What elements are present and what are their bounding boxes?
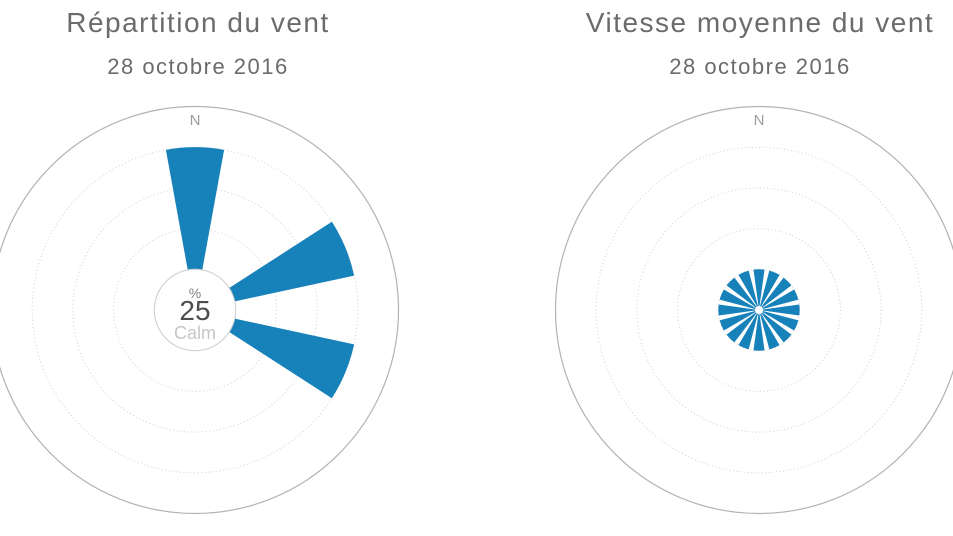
- wind-sector-ESE: [762, 311, 799, 331]
- wind-sector-SSW: [738, 313, 758, 350]
- calm-center-circle: [153, 268, 237, 352]
- wind-sector-NNE: [760, 270, 780, 307]
- grid-ring-2: [677, 228, 841, 392]
- calm-percent-value: 25: [179, 295, 211, 326]
- wind-sector-NE: [761, 277, 792, 308]
- wind-speed-chart-subtitle: 28 octobre 2016: [669, 54, 851, 79]
- wind-sector-ENE: [762, 289, 799, 309]
- wind-direction-chart-title: Répartition du vent: [66, 7, 330, 38]
- outer-axis-ring: [554, 105, 953, 515]
- compass-north-label: N: [753, 112, 765, 129]
- wind-sector-ESE: [195, 310, 355, 399]
- grid-ring-1: [717, 268, 801, 352]
- calm-caption: Calm: [173, 323, 216, 343]
- grid-ring-3: [636, 187, 882, 433]
- wind-sector-W: [718, 304, 756, 316]
- wind-sector-WNW: [719, 289, 756, 309]
- wind-speed-chart-title: Vitesse moyenne du vent: [585, 7, 935, 38]
- wind-sector-SSE: [760, 313, 780, 350]
- wind-speed-rose-plot: [554, 105, 953, 515]
- grid-ring-2: [113, 228, 277, 392]
- wind-direction-rose-plot: [0, 105, 400, 515]
- compass-north-label: N: [189, 112, 201, 129]
- wind-sector-ENE: [195, 221, 355, 310]
- grid-ring-3: [72, 187, 318, 433]
- wind-sector-N: [165, 147, 225, 310]
- wind-sector-E: [762, 304, 800, 316]
- wind-sector-SE: [761, 312, 792, 343]
- wind-sector-S: [753, 313, 765, 351]
- grid-ring-4: [595, 146, 923, 474]
- wind-sector-NNW: [738, 270, 758, 307]
- wind-direction-chart-subtitle: 28 octobre 2016: [107, 54, 289, 79]
- calm-unit-label: %: [188, 285, 202, 301]
- wind-sector-NW: [726, 277, 757, 308]
- wind-sector-SW: [726, 312, 757, 343]
- wind-sector-WSW: [719, 311, 756, 331]
- outer-axis-ring: [0, 105, 400, 515]
- wind-sector-N: [753, 269, 765, 307]
